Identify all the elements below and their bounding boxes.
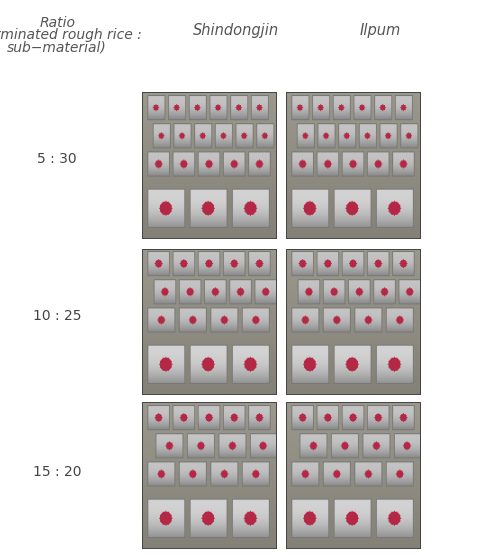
Text: 5 : 30: 5 : 30	[37, 152, 77, 167]
Text: Ilpum: Ilpum	[360, 23, 401, 39]
Text: Shindongjin: Shindongjin	[193, 23, 279, 39]
Text: 10 : 25: 10 : 25	[33, 309, 82, 323]
Text: Ratio: Ratio	[39, 16, 75, 30]
Text: sub−material): sub−material)	[7, 40, 107, 54]
Text: (germinated rough rice :: (germinated rough rice :	[0, 28, 142, 42]
Text: 15 : 20: 15 : 20	[33, 465, 82, 480]
